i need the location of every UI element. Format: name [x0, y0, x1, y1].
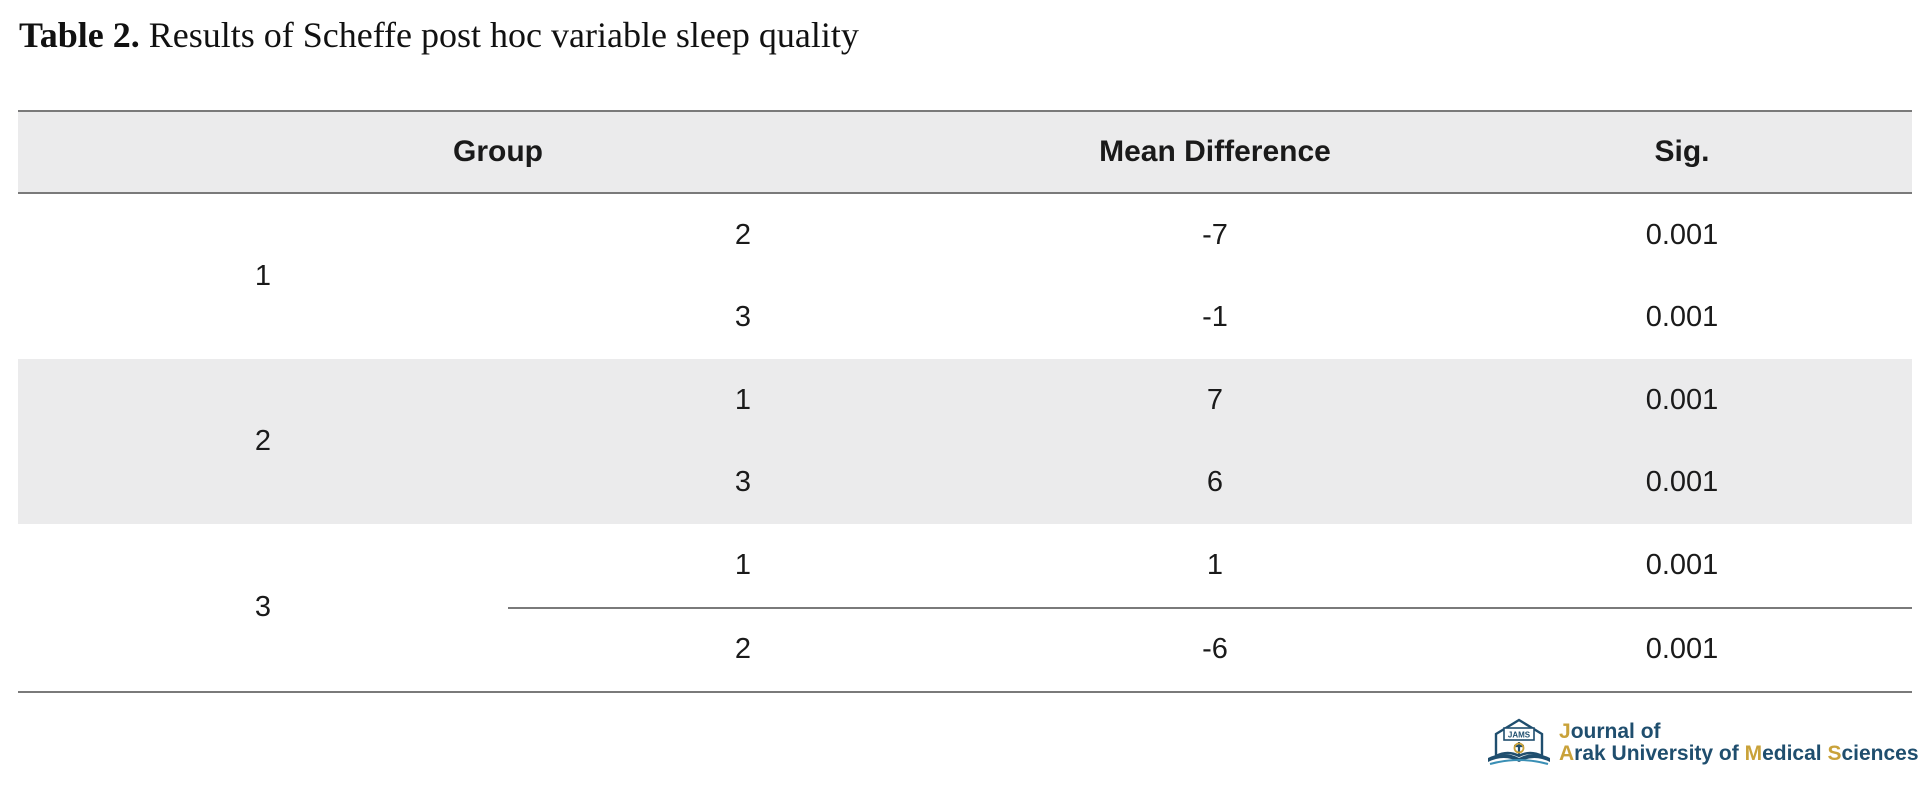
header-sig: Sig.: [1452, 110, 1912, 194]
sig-cell: 0.001: [1645, 301, 1719, 334]
mean-difference-cell: -6: [978, 607, 1452, 693]
mean-difference-cell: -1: [1202, 301, 1228, 334]
journal-name: Journal of Arak University of Medical Sc…: [1559, 721, 1919, 765]
group-cell: 2: [18, 359, 508, 524]
table-row: 3 -1 0.001: [18, 277, 1912, 360]
sig-cell: 0.001: [1452, 359, 1912, 442]
table-row: 3 6 0.001: [18, 441, 1912, 524]
compare-cell: 2: [508, 607, 978, 693]
mean-difference-cell: 1: [978, 524, 1452, 609]
journal-name-line-1: Journal of: [1559, 720, 1661, 743]
mean-difference-cell: 7: [978, 359, 1452, 442]
journal-emblem-icon: JAMS: [1488, 718, 1550, 765]
sig-cell: 0.001: [1452, 441, 1912, 524]
compare-cell: 3: [508, 441, 978, 524]
sig-cell: 0.001: [1452, 607, 1912, 693]
compare-cell: 1: [508, 359, 978, 442]
header-group: Group: [18, 110, 978, 194]
group-cell: 3: [18, 524, 508, 693]
sig-cell: 0.001: [1645, 218, 1719, 251]
journal-logo: JAMS Journal of Arak University of Medic…: [1482, 712, 1919, 770]
mean-difference-cell: -7: [1202, 218, 1228, 251]
header-mean-difference: Mean Difference: [978, 110, 1452, 194]
compare-cell: 2: [734, 218, 752, 251]
journal-name-line-2: Arak University of Medical Sciences: [1559, 742, 1919, 765]
table-row: 2 -6 0.001: [18, 607, 1912, 693]
group-cell: 1: [254, 260, 272, 292]
table-row: 1 2 -7 0.001: [18, 193, 1912, 292]
compare-cell: 1: [508, 524, 978, 609]
table-caption: Table 2. Results of Scheffe post hoc var…: [19, 14, 859, 56]
mean-difference-cell: 6: [978, 441, 1452, 524]
results-table: Group Mean Difference Sig. 1 2 -7 0.001 …: [18, 110, 1912, 693]
table-caption-text: Results of Scheffe post hoc variable sle…: [139, 15, 859, 55]
sig-cell: 0.001: [1452, 524, 1912, 609]
compare-cell: 3: [734, 301, 752, 334]
table-caption-label: Table 2.: [19, 15, 140, 55]
table-row: 3 1 1 0.001: [18, 524, 1912, 693]
table-header-row: Group Mean Difference Sig.: [18, 110, 1912, 194]
table-row: 2 1 7 0.001: [18, 359, 1912, 524]
journal-emblem-text: JAMS: [1508, 731, 1531, 740]
